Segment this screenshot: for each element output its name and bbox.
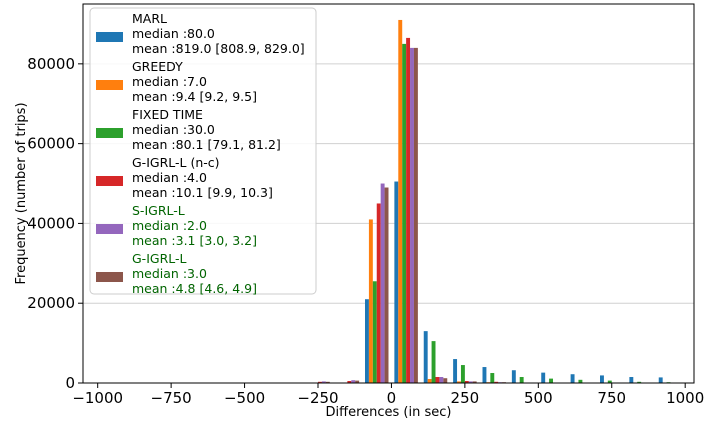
legend-series-name: FIXED TIME [132,107,203,122]
bars [318,20,671,383]
legend-series-name: GREEDY [132,59,183,74]
bar [377,203,381,383]
bar [414,48,418,383]
bar [410,48,414,383]
y-tick-label: 20000 [27,294,75,312]
bar [424,331,428,383]
bar [659,377,663,383]
bar [402,44,406,383]
legend-series-name: G-IGRL-L [132,251,187,266]
bar [428,379,432,383]
legend-swatch [96,224,123,234]
bar [461,365,465,383]
legend-median: median :80.0 [132,26,215,41]
x-axis-label: Differences (in sec) [326,405,452,420]
legend-median: median :2.0 [132,218,207,233]
bar [443,378,447,383]
bar [373,281,377,383]
bar [453,359,457,383]
bar [549,379,553,383]
legend-series-name: S-IGRL-L [132,203,185,218]
bar [600,375,604,383]
x-tick-label: 250 [451,389,480,407]
legend-mean: mean :3.1 [3.0, 3.2] [132,233,257,248]
bar [483,367,487,383]
legend-swatch [96,176,123,186]
bar [398,20,402,383]
legend-mean: mean :4.8 [4.6, 4.9] [132,281,257,296]
bar [381,184,385,383]
x-tick-label: 750 [597,389,626,407]
bar [365,299,369,383]
legend-mean: mean :10.1 [9.9, 10.3] [132,185,273,200]
bar [385,188,389,383]
legend-swatch [96,128,123,138]
bar [436,377,440,383]
bar [432,341,436,383]
y-tick-label: 80000 [27,55,75,73]
bar [629,377,633,383]
legend-median: median :3.0 [132,266,207,281]
legend-median: median :7.0 [132,74,207,89]
y-tick-label: 0 [65,374,75,392]
bar [406,38,410,383]
legend-mean: mean :80.1 [79.1, 81.2] [132,137,281,152]
x-tick-label: 1000 [666,389,704,407]
legend-swatch [96,272,123,282]
bar [512,370,516,383]
legend-series-name: G-IGRL-L (n-c) [132,155,220,170]
x-tick-label: −500 [224,389,265,407]
legend-median: median :30.0 [132,122,215,137]
bar [490,373,494,383]
x-tick-label: −750 [151,389,192,407]
bar [541,373,545,383]
bar [394,182,398,383]
y-tick-label: 60000 [27,135,75,153]
y-axis-label: Frequency (number of trips) [14,102,29,284]
legend-mean: mean :9.4 [9.2, 9.5] [132,89,257,104]
legend-median: median :4.0 [132,170,207,185]
bar [520,377,524,383]
legend-mean: mean :819.0 [808.9, 829.0] [132,41,305,56]
bar [571,374,575,383]
bar [369,219,373,383]
bar [439,377,443,383]
legend-series-name: MARL [132,11,167,26]
y-tick-label: 40000 [27,214,75,232]
x-tick-label: −1000 [72,389,123,407]
legend-swatch [96,32,123,42]
x-tick-label: 500 [524,389,553,407]
legend-swatch [96,80,123,90]
